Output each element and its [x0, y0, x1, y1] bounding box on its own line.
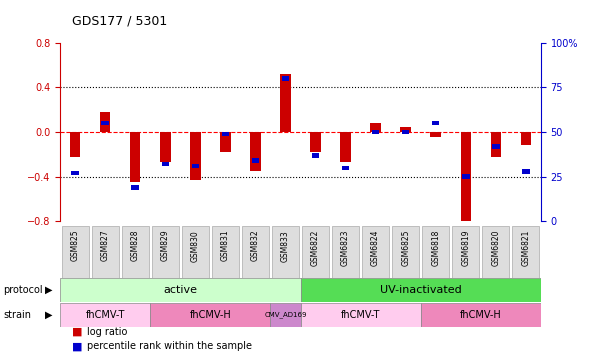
Text: GSM6821: GSM6821	[522, 230, 530, 266]
FancyBboxPatch shape	[392, 226, 419, 278]
Text: GSM6819: GSM6819	[462, 230, 470, 266]
Text: log ratio: log ratio	[87, 327, 127, 337]
FancyBboxPatch shape	[270, 303, 300, 327]
Bar	[192, 164, 199, 168]
Text: ▶: ▶	[45, 285, 52, 295]
Bar	[342, 166, 349, 170]
Text: fhCMV-H: fhCMV-H	[460, 310, 502, 320]
Bar	[370, 123, 381, 132]
FancyBboxPatch shape	[242, 226, 269, 278]
FancyBboxPatch shape	[300, 303, 421, 327]
Bar	[282, 76, 289, 81]
Text: fhCMV-T: fhCMV-T	[85, 310, 125, 320]
Bar	[100, 112, 111, 132]
Text: GSM6825: GSM6825	[401, 230, 410, 266]
FancyBboxPatch shape	[512, 226, 540, 278]
FancyBboxPatch shape	[482, 226, 509, 278]
Bar	[492, 144, 499, 149]
FancyBboxPatch shape	[421, 303, 541, 327]
Bar	[132, 185, 139, 190]
FancyBboxPatch shape	[62, 226, 89, 278]
Text: GSM831: GSM831	[221, 230, 230, 261]
Bar	[460, 132, 471, 223]
Bar	[252, 159, 259, 163]
Text: UV-inactivated: UV-inactivated	[380, 285, 462, 295]
Bar	[222, 132, 229, 136]
Bar	[102, 121, 109, 125]
FancyBboxPatch shape	[150, 303, 270, 327]
Bar	[280, 74, 291, 132]
Bar	[190, 132, 201, 180]
Bar	[340, 132, 351, 162]
Text: GSM827: GSM827	[101, 230, 109, 261]
Text: GSM829: GSM829	[161, 230, 169, 261]
Text: protocol: protocol	[3, 285, 43, 295]
Text: ■: ■	[72, 327, 82, 337]
FancyBboxPatch shape	[151, 226, 179, 278]
Text: ■: ■	[72, 341, 82, 351]
Bar	[522, 169, 529, 174]
Bar	[72, 171, 79, 175]
Text: fhCMV-H: fhCMV-H	[189, 310, 231, 320]
FancyBboxPatch shape	[332, 226, 359, 278]
Text: GSM6818: GSM6818	[432, 230, 440, 266]
Text: ▶: ▶	[45, 310, 52, 320]
Text: GSM6824: GSM6824	[371, 230, 380, 266]
Bar	[432, 121, 439, 125]
FancyBboxPatch shape	[212, 226, 239, 278]
FancyBboxPatch shape	[302, 226, 329, 278]
Bar	[70, 132, 81, 157]
Bar	[160, 132, 171, 162]
Bar	[372, 130, 379, 134]
FancyBboxPatch shape	[300, 278, 541, 302]
Bar	[130, 132, 141, 182]
FancyBboxPatch shape	[272, 226, 299, 278]
Text: percentile rank within the sample: percentile rank within the sample	[87, 341, 252, 351]
FancyBboxPatch shape	[453, 226, 480, 278]
Text: GDS177 / 5301: GDS177 / 5301	[72, 14, 167, 27]
Bar	[400, 126, 411, 132]
Bar	[402, 130, 409, 134]
Bar	[430, 132, 441, 136]
FancyBboxPatch shape	[422, 226, 450, 278]
Text: GSM6820: GSM6820	[492, 230, 500, 266]
Bar	[162, 162, 169, 166]
Bar	[310, 132, 321, 152]
FancyBboxPatch shape	[60, 303, 150, 327]
Text: fhCMV-T: fhCMV-T	[341, 310, 380, 320]
Text: active: active	[163, 285, 197, 295]
Text: GSM833: GSM833	[281, 230, 290, 262]
Bar	[250, 132, 261, 171]
FancyBboxPatch shape	[91, 226, 118, 278]
Text: GSM828: GSM828	[131, 230, 139, 261]
FancyBboxPatch shape	[121, 226, 149, 278]
Text: strain: strain	[3, 310, 31, 320]
Bar	[462, 175, 469, 179]
Text: GSM6823: GSM6823	[341, 230, 350, 266]
FancyBboxPatch shape	[362, 226, 389, 278]
Bar	[312, 153, 319, 157]
Text: GSM825: GSM825	[71, 230, 79, 261]
Bar	[220, 132, 231, 152]
Bar	[520, 132, 531, 145]
Text: GSM830: GSM830	[191, 230, 200, 262]
Text: GSM832: GSM832	[251, 230, 260, 261]
Text: CMV_AD169: CMV_AD169	[264, 312, 307, 318]
Text: GSM6822: GSM6822	[311, 230, 320, 266]
FancyBboxPatch shape	[182, 226, 209, 278]
Bar	[490, 132, 501, 157]
FancyBboxPatch shape	[60, 278, 300, 302]
